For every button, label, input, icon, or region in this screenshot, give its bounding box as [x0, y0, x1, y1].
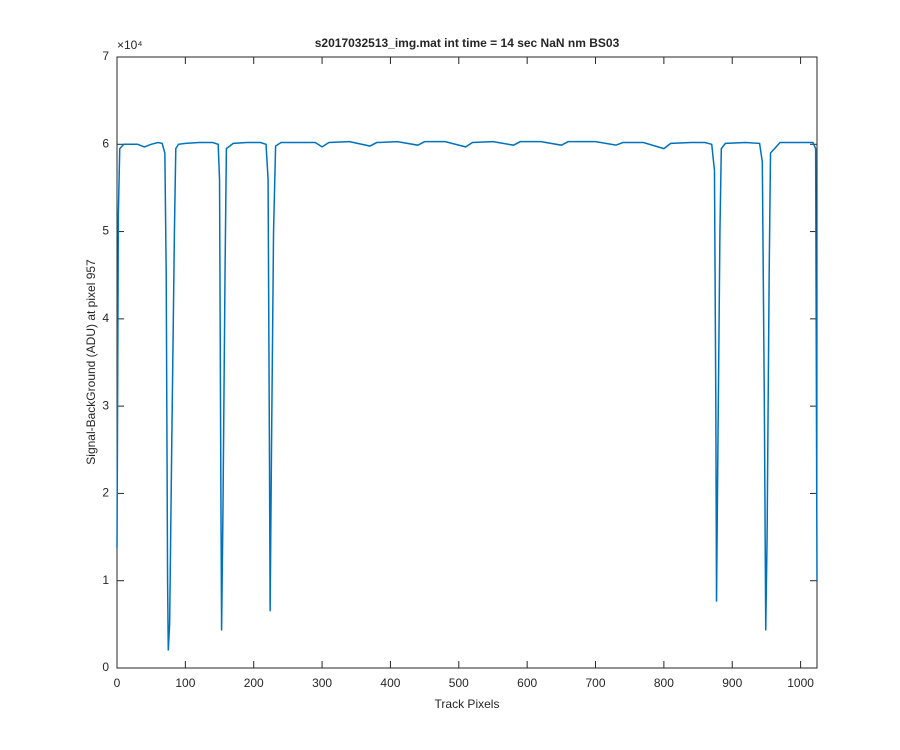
y-tick-label: 2	[102, 486, 109, 500]
x-tick-label: 500	[449, 676, 469, 690]
x-tick-label: 200	[244, 676, 264, 690]
y-tick-label: 3	[102, 398, 109, 412]
x-tick-label: 400	[380, 676, 400, 690]
y-tick-label: 0	[102, 660, 109, 674]
y-tick-label: 6	[102, 136, 109, 150]
x-tick-label: 900	[722, 676, 742, 690]
x-tick-label: 700	[586, 676, 606, 690]
x-axis-label: Track Pixels	[435, 697, 500, 711]
y-tick-label: 5	[102, 224, 109, 238]
x-tick-label: 800	[654, 676, 674, 690]
x-tick-label: 1000	[787, 676, 814, 690]
y-tick-label: 7	[102, 49, 109, 63]
chart-title: s2017032513_img.mat int time = 14 sec Na…	[315, 36, 620, 50]
y-exponent: ×10⁴	[117, 38, 143, 52]
y-tick-label: 1	[102, 573, 109, 587]
x-tick-label: 0	[114, 676, 121, 690]
data-line	[116, 140, 818, 651]
x-tick-label: 100	[175, 676, 195, 690]
y-tick-label: 4	[102, 311, 109, 325]
y-axis-label: Signal-BackGround (ADU) at pixel 957	[84, 259, 98, 465]
x-tick-label: 300	[312, 676, 332, 690]
x-tick-label: 600	[517, 676, 537, 690]
